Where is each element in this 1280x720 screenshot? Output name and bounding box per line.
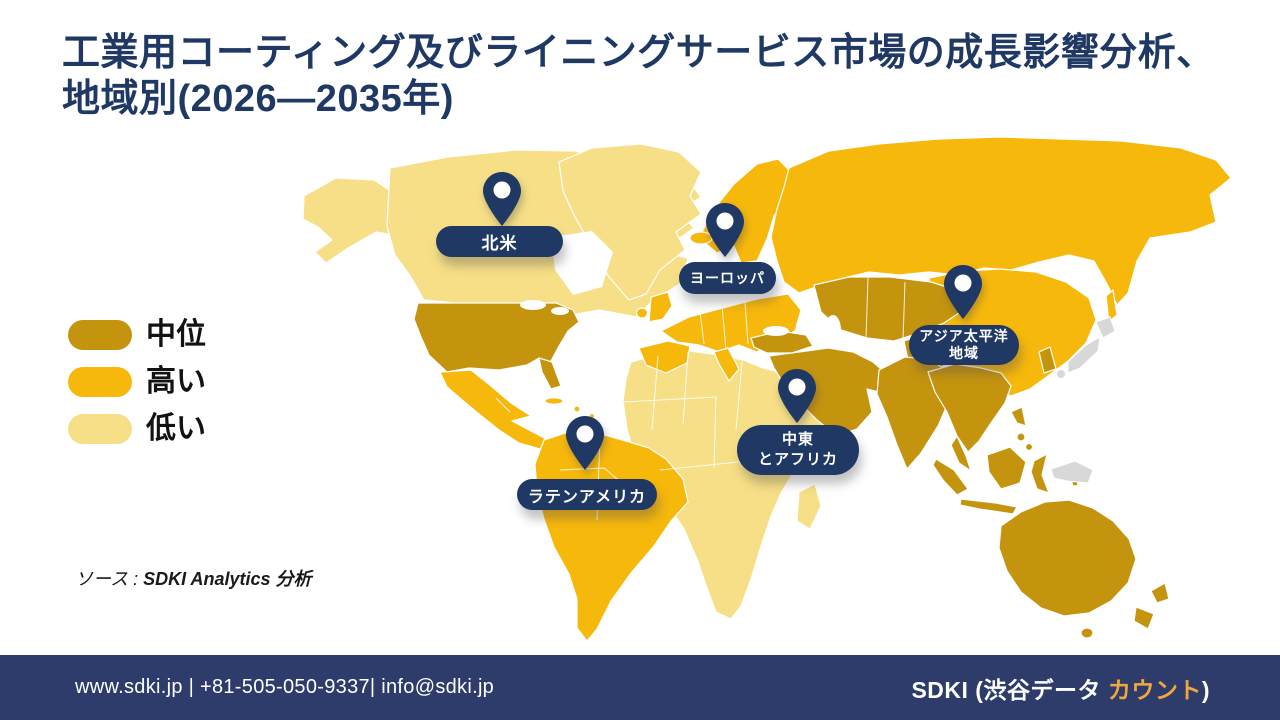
landmass-borneo	[986, 446, 1027, 490]
landmass-russia	[770, 136, 1232, 306]
footer-brand-suffix: )	[1201, 676, 1210, 703]
landmass-java	[959, 498, 1018, 515]
region-label-text: ラテンアメリカ	[527, 488, 647, 506]
landmass-new-zealand-south	[1133, 606, 1155, 630]
landmass-japan-kyushu	[1056, 369, 1066, 379]
landmass-neutral-group	[1050, 316, 1116, 484]
footer-bar: www.sdki.jp | +81-505-050-9337| info@sdk…	[0, 655, 1280, 720]
landmass-japan-honshu	[1067, 336, 1101, 374]
landmass-indochina	[927, 363, 1012, 453]
landmass-philippines	[1010, 406, 1027, 427]
region-label-north-america: 北米	[436, 226, 563, 257]
region-label-middle-east-africa: 中東 とアフリカ	[737, 425, 859, 475]
landmass-hispaniola	[573, 405, 581, 413]
legend-label-low: 低い	[146, 412, 206, 445]
region-label-europe: ヨーロッパ	[679, 262, 776, 294]
legend-label-medium: 中位	[146, 318, 206, 351]
landmass-uk	[648, 291, 673, 323]
legend-item-low: 低い	[68, 414, 206, 444]
footer-brand-prefix: SDKI (渋谷データ	[911, 676, 1108, 703]
legend-item-high: 高い	[68, 367, 206, 397]
landmass-philippines-3	[1024, 442, 1034, 452]
legend-item-medium: 中位	[68, 320, 206, 350]
region-label-text: アジア太平洋	[919, 328, 1009, 344]
page-title-line1: 工業用コーティング及びライニングサービス市場の成長影響分析、	[62, 32, 1215, 74]
landmass-australia	[998, 499, 1137, 617]
footer-brand-highlight: カウント	[1107, 676, 1202, 703]
map-pin-icon-north-america	[483, 172, 521, 226]
region-label-text: 地域	[949, 345, 979, 361]
legend-swatch-high	[68, 367, 132, 397]
page-title-line2: 地域別(2026—2035年)	[62, 78, 454, 121]
landmass-madagascar	[796, 483, 822, 530]
source-prefix: ソース :	[75, 569, 139, 589]
source-value: SDKI Analytics 分析	[138, 569, 312, 589]
map-pin-icon-asia-pacific	[944, 265, 982, 319]
landmass-cuba	[544, 397, 564, 405]
landmass-sumatra	[932, 458, 969, 496]
landmass-south-america	[534, 430, 689, 642]
landmass-alaska	[302, 177, 399, 264]
water-overlays	[520, 231, 841, 345]
landmass-sakhalin	[1105, 289, 1118, 323]
great-lakes-2	[551, 307, 569, 315]
map-pin-icon-middle-east-africa	[778, 369, 816, 423]
region-label-asia-pacific: アジア太平洋 地域	[909, 325, 1019, 365]
black-sea	[763, 326, 789, 336]
landmass-malay-peninsula	[950, 435, 972, 472]
legend: 中位 高い 低い	[68, 320, 206, 461]
legend-swatch-low	[68, 414, 132, 444]
map-pin-icon-europe	[706, 203, 744, 257]
legend-label-high: 高い	[146, 365, 206, 398]
region-label-text: ヨーロッパ	[690, 270, 765, 286]
landmass-new-guinea	[1050, 460, 1094, 484]
landmass-mexico-central-america	[439, 369, 547, 450]
landmass-tasmania	[1080, 627, 1094, 639]
landmass-korea	[1038, 346, 1057, 374]
landmass-florida	[538, 357, 562, 390]
footer-brand: SDKI (渋谷データ カウント)	[911, 671, 1210, 705]
map-pin-icon-latin-america	[566, 416, 604, 470]
source-note: ソース : SDKI Analytics 分析	[75, 565, 311, 591]
landmass-japan-hokkaido	[1095, 316, 1116, 339]
caspian-sea	[825, 315, 841, 345]
landmass-philippines-2	[1016, 432, 1026, 442]
region-label-text: 北米	[481, 234, 518, 253]
landmass-new-zealand-north	[1150, 582, 1170, 604]
landmass-ireland	[635, 307, 649, 319]
region-label-text: 中東	[781, 431, 814, 448]
footer-contact: www.sdki.jp | +81-505-050-9337| info@sdk…	[75, 676, 495, 698]
region-label-text: とアフリカ	[757, 451, 838, 468]
page-title: 工業用コーティング及びライニングサービス市場の成長影響分析、 地域別(2026—…	[62, 30, 1215, 123]
great-lakes-1	[520, 300, 546, 310]
hudson-bay	[551, 231, 613, 295]
legend-swatch-medium	[68, 320, 132, 350]
landmass-sulawesi	[1030, 453, 1050, 494]
region-label-latin-america: ラテンアメリカ	[517, 479, 657, 510]
